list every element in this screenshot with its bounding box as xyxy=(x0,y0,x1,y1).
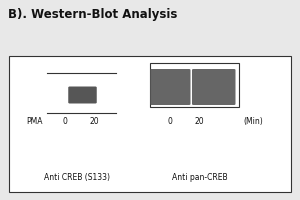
Bar xyxy=(150,63,238,107)
Text: PMA: PMA xyxy=(26,117,43,126)
Text: 20: 20 xyxy=(90,117,99,126)
Text: 0: 0 xyxy=(62,117,67,126)
FancyBboxPatch shape xyxy=(150,69,190,105)
Bar xyxy=(9,56,291,192)
Text: B). Western-Blot Analysis: B). Western-Blot Analysis xyxy=(8,8,177,21)
Text: 20: 20 xyxy=(195,117,204,126)
FancyBboxPatch shape xyxy=(192,69,236,105)
Text: Anti CREB (S133): Anti CREB (S133) xyxy=(44,173,110,182)
Text: Anti pan-CREB: Anti pan-CREB xyxy=(172,173,227,182)
Text: 0: 0 xyxy=(167,117,172,126)
Text: (Min): (Min) xyxy=(243,117,263,126)
FancyBboxPatch shape xyxy=(68,86,97,103)
